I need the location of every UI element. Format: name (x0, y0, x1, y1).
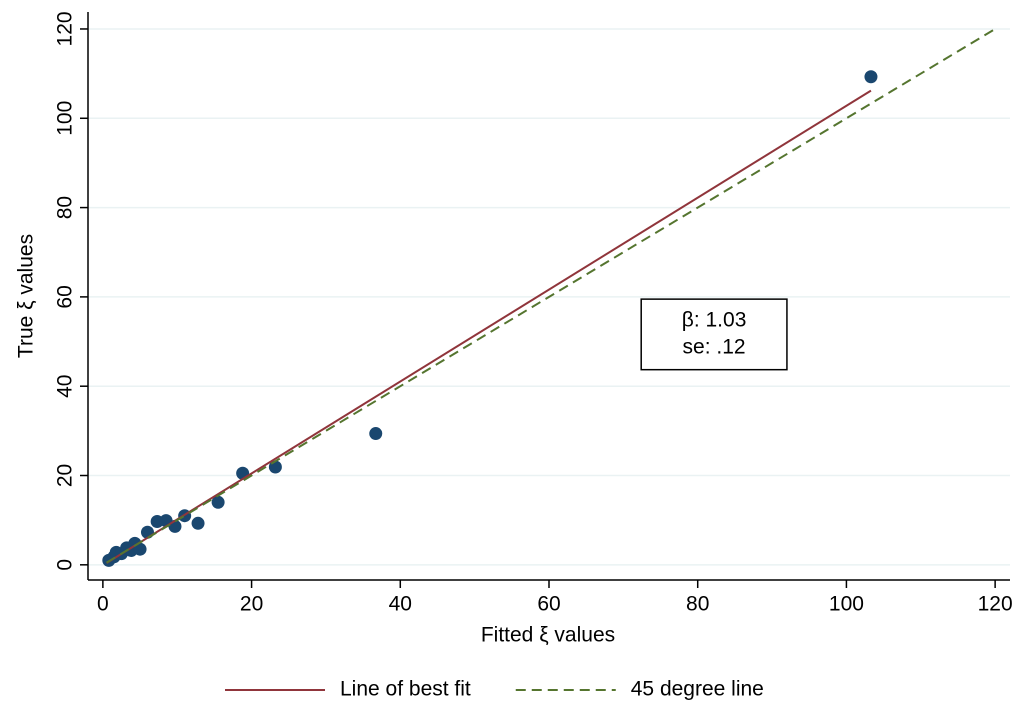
line (106, 28, 996, 564)
x-tick-label: 100 (829, 593, 864, 616)
y-tick-label: 80 (54, 196, 77, 219)
scatter-point (369, 427, 383, 441)
x-tick-label: 60 (537, 593, 560, 616)
y-tick-label: 120 (54, 11, 77, 46)
y-tick-label: 100 (54, 101, 77, 136)
annotation-text: β: 1.03 (682, 309, 747, 332)
y-tick-label: 60 (54, 285, 77, 308)
x-tick-label: 80 (686, 593, 709, 616)
y-tick-label: 0 (54, 559, 77, 571)
scatter-point (864, 70, 878, 84)
annotation-text: se: .12 (683, 336, 746, 359)
y-tick-label: 20 (54, 464, 77, 487)
y-tick-label: 40 (54, 375, 77, 398)
legend-label: Line of best fit (340, 678, 471, 701)
legend-label: 45 degree line (631, 678, 764, 701)
x-axis-label: Fitted ξ values (481, 624, 615, 647)
scatter-point (191, 516, 205, 530)
x-tick-label: 0 (97, 593, 109, 616)
line (106, 89, 872, 564)
scatter-point (211, 495, 225, 509)
x-tick-label: 40 (389, 593, 412, 616)
y-axis-label: True ξ values (15, 234, 38, 358)
scatter-point (133, 542, 147, 556)
annotation-box (640, 298, 788, 371)
x-tick-label: 120 (978, 593, 1013, 616)
x-tick-label: 20 (240, 593, 263, 616)
